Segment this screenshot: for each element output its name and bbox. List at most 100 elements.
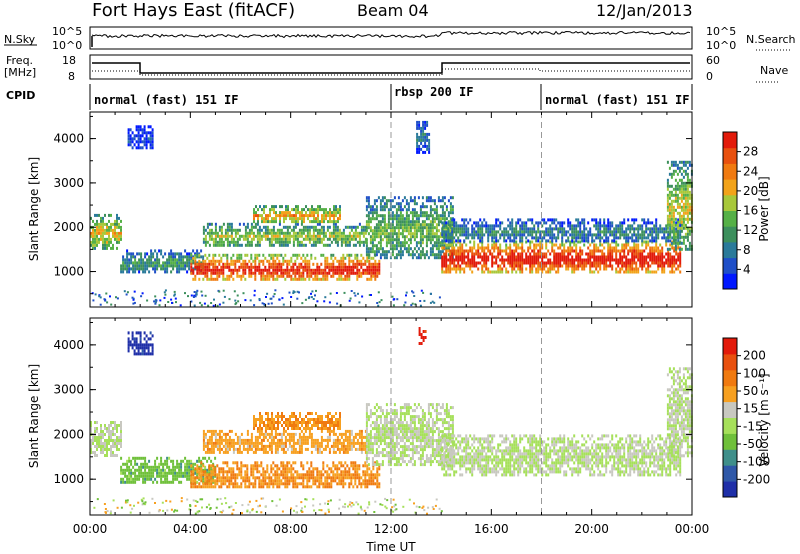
range-cell bbox=[676, 172, 679, 176]
range-cell bbox=[295, 214, 297, 218]
range-cell bbox=[335, 211, 337, 215]
range-cell bbox=[678, 214, 681, 218]
range-cell bbox=[551, 233, 554, 237]
range-cell bbox=[447, 243, 450, 247]
range-cell bbox=[529, 267, 532, 271]
range-cell bbox=[680, 184, 683, 188]
range-cell bbox=[501, 255, 504, 259]
scatter-speck bbox=[92, 299, 95, 302]
range-cell bbox=[433, 256, 436, 260]
range-cell bbox=[551, 246, 554, 250]
range-cell bbox=[591, 218, 594, 222]
range-cell bbox=[676, 223, 679, 227]
range-cell bbox=[541, 267, 544, 271]
range-cell bbox=[645, 221, 648, 225]
range-cell bbox=[178, 261, 181, 265]
range-cell bbox=[234, 265, 237, 269]
range-cell bbox=[178, 252, 181, 256]
range-cell bbox=[519, 218, 522, 222]
range-cell bbox=[308, 225, 311, 229]
range-cell bbox=[467, 252, 470, 256]
range-cell bbox=[151, 131, 154, 135]
range-cell bbox=[293, 214, 295, 218]
range-cell bbox=[236, 271, 239, 275]
range-cell bbox=[409, 235, 412, 239]
range-cell bbox=[424, 144, 427, 148]
range-cell bbox=[551, 264, 554, 268]
colorbar-swatch bbox=[723, 163, 737, 180]
range-cell bbox=[481, 243, 484, 247]
range-cell bbox=[116, 237, 118, 241]
range-cell bbox=[126, 267, 129, 271]
range-cell bbox=[100, 216, 102, 220]
range-cell bbox=[371, 205, 374, 209]
range-cell bbox=[503, 258, 506, 262]
range-cell bbox=[112, 430, 114, 433]
range-cell bbox=[288, 274, 291, 278]
range-cell bbox=[294, 262, 297, 266]
range-cell bbox=[186, 459, 189, 463]
range-cell bbox=[208, 476, 211, 480]
range-cell bbox=[232, 259, 235, 263]
range-cell bbox=[427, 238, 430, 242]
range-cell bbox=[521, 236, 524, 240]
range-cell bbox=[238, 259, 241, 263]
range-cell bbox=[563, 230, 566, 234]
range-cell bbox=[397, 235, 400, 239]
range-cell bbox=[489, 249, 492, 253]
range-cell bbox=[273, 217, 275, 221]
range-cell bbox=[272, 265, 275, 269]
range-cell bbox=[619, 249, 622, 253]
range-cell bbox=[533, 236, 536, 240]
range-cell bbox=[98, 442, 100, 445]
range-cell bbox=[234, 461, 237, 465]
range-cell bbox=[657, 246, 660, 250]
range-cell bbox=[244, 262, 247, 266]
range-cell bbox=[684, 187, 687, 191]
scatter-speck bbox=[233, 290, 236, 293]
range-cell bbox=[371, 235, 374, 239]
range-cell bbox=[421, 241, 424, 245]
range-cell bbox=[625, 264, 628, 268]
range-cell bbox=[129, 140, 132, 144]
range-cell bbox=[188, 252, 191, 256]
range-cell bbox=[214, 456, 217, 460]
range-cell bbox=[172, 267, 175, 271]
range-cell bbox=[142, 462, 145, 466]
range-cell bbox=[529, 243, 532, 247]
range-cell bbox=[286, 237, 289, 241]
range-cell bbox=[666, 178, 669, 182]
range-cell bbox=[126, 270, 129, 274]
range-cell bbox=[166, 465, 169, 469]
range-cell bbox=[366, 271, 369, 275]
range-cell bbox=[342, 253, 345, 257]
range-cell bbox=[399, 208, 402, 212]
range-cell bbox=[391, 205, 394, 209]
range-cell bbox=[100, 427, 102, 430]
range-cell bbox=[294, 253, 297, 257]
range-cell bbox=[672, 208, 675, 212]
range-cell bbox=[499, 267, 502, 271]
range-cell bbox=[226, 476, 229, 480]
range-cell bbox=[365, 247, 368, 251]
range-cell bbox=[258, 476, 261, 480]
range-cell bbox=[680, 241, 683, 245]
scatter-speck bbox=[133, 301, 136, 304]
range-cell bbox=[633, 261, 636, 265]
range-cell bbox=[166, 267, 169, 271]
range-cell bbox=[302, 271, 305, 275]
range-cell bbox=[354, 271, 357, 275]
range-cell bbox=[407, 244, 410, 248]
range-cell bbox=[112, 442, 114, 445]
range-cell bbox=[358, 231, 361, 235]
range-cell bbox=[563, 227, 566, 231]
range-cell bbox=[666, 247, 669, 251]
range-cell bbox=[214, 234, 217, 238]
range-cell bbox=[655, 236, 658, 240]
range-cell bbox=[463, 249, 466, 253]
range-cell bbox=[615, 227, 618, 231]
range-cell bbox=[194, 262, 197, 266]
range-cell bbox=[680, 178, 683, 182]
range-cell bbox=[148, 264, 151, 268]
range-cell bbox=[336, 240, 339, 244]
